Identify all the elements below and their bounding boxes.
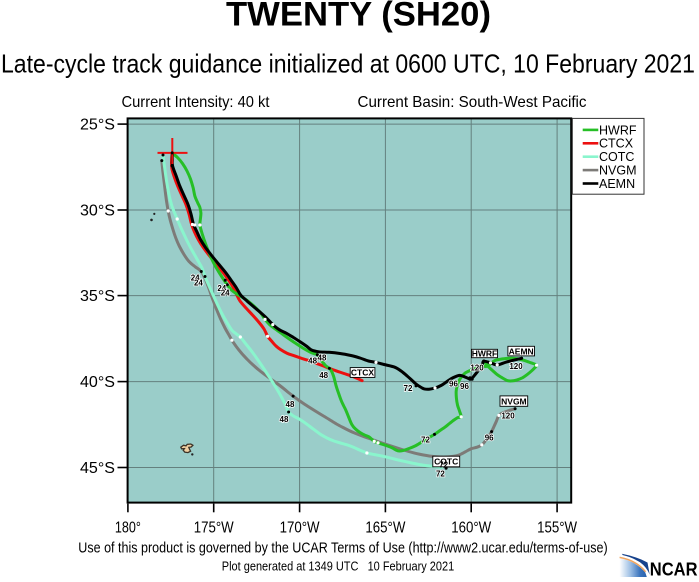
svg-text:COTC: COTC (599, 150, 634, 164)
svg-text:45°S: 45°S (80, 460, 115, 477)
svg-text:Current Intensity: 40 kt: Current Intensity: 40 kt (122, 94, 271, 111)
svg-text:Current Basin: South-West Paci: Current Basin: South-West Pacific (358, 94, 587, 111)
svg-text:96: 96 (449, 379, 458, 388)
svg-text:96: 96 (485, 434, 494, 443)
svg-text:120: 120 (509, 362, 523, 371)
svg-text:AEMN: AEMN (599, 177, 635, 191)
svg-text:120: 120 (501, 411, 515, 420)
svg-text:NVGM: NVGM (599, 164, 637, 178)
svg-text:HWRF: HWRF (472, 349, 498, 359)
svg-text:Plot generated at 1349 UTC 1: Plot generated at 1349 UTC 10 February 2… (222, 559, 454, 574)
svg-text:180°: 180° (115, 520, 141, 537)
svg-text:NVGM: NVGM (501, 396, 527, 406)
svg-text:48: 48 (318, 353, 327, 362)
svg-text:30°S: 30°S (80, 203, 115, 220)
svg-text:96: 96 (460, 382, 469, 391)
svg-text:24: 24 (194, 278, 203, 287)
svg-text:72: 72 (436, 469, 445, 478)
svg-text:24: 24 (191, 274, 200, 283)
svg-text:40°S: 40°S (80, 374, 115, 391)
svg-text:25°S: 25°S (80, 117, 115, 134)
svg-text:175°W: 175°W (194, 520, 234, 537)
svg-text:120: 120 (470, 363, 484, 372)
svg-text:48: 48 (308, 357, 317, 366)
svg-text:48: 48 (280, 415, 289, 424)
svg-text:24: 24 (221, 289, 230, 298)
svg-text:COTC: COTC (434, 457, 458, 467)
svg-text:48: 48 (286, 400, 295, 409)
svg-text:TWENTY (SH20): TWENTY (SH20) (226, 0, 491, 34)
svg-text:Use of this product is governe: Use of this product is governed by the U… (78, 541, 607, 557)
svg-text:CTCX: CTCX (351, 368, 374, 378)
svg-text:AEMN: AEMN (509, 346, 534, 356)
svg-text:CTCX: CTCX (599, 137, 634, 151)
svg-text:160°W: 160°W (451, 520, 491, 537)
svg-text:Late-cycle track guidance init: Late-cycle track guidance initialized at… (1, 48, 695, 78)
svg-text:155°W: 155°W (537, 520, 577, 537)
svg-text:35°S: 35°S (80, 288, 115, 305)
svg-text:170°W: 170°W (280, 520, 320, 537)
svg-text:72: 72 (404, 384, 413, 393)
svg-text:NCAR: NCAR (650, 559, 698, 577)
svg-text:72: 72 (421, 435, 430, 444)
svg-text:24: 24 (217, 284, 226, 293)
svg-text:48: 48 (319, 371, 328, 380)
svg-text:72: 72 (439, 461, 448, 470)
svg-text:HWRF: HWRF (599, 123, 637, 137)
svg-text:165°W: 165°W (365, 520, 405, 537)
